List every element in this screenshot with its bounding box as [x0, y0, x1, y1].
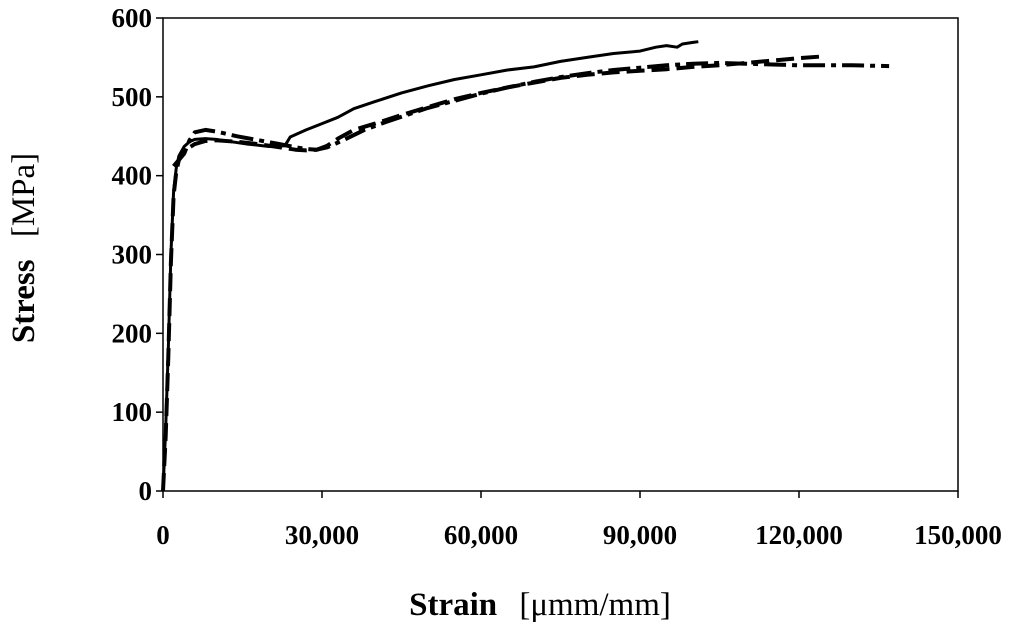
- x-tick-label: 0: [156, 520, 170, 550]
- series-line-3-dash-dot: [172, 60, 890, 168]
- y-tick-label: 300: [112, 240, 153, 270]
- x-tick-label: 120,000: [755, 520, 843, 550]
- plot-area-border: [162, 17, 959, 492]
- y-tick-label: 400: [112, 161, 153, 191]
- x-axis-title-unit: [μmm/mm]: [519, 587, 671, 623]
- plot-frame: [162, 17, 959, 492]
- y-axis-title-unit: [MPa]: [6, 153, 42, 237]
- y-tick-labels: 0 100 200 300 400 500 600: [112, 3, 163, 506]
- y-tick-label: 0: [139, 476, 153, 506]
- x-tick-label: 60,000: [444, 520, 518, 550]
- x-tick-label: 150,000: [914, 520, 1002, 550]
- x-tick-label: 30,000: [285, 520, 359, 550]
- series-line-2-dashed: [161, 54, 821, 492]
- x-tick-labels: 0 30,000 60,000 90,000 120,000 150,000: [156, 491, 1002, 550]
- series-group: [161, 40, 890, 492]
- y-tick-label: 600: [112, 3, 153, 33]
- y-tick-label: 200: [112, 318, 153, 348]
- y-tick-label: 100: [112, 397, 153, 427]
- y-tick-label: 500: [112, 82, 153, 112]
- x-axis-title-main: Strain: [409, 587, 497, 623]
- x-tick-label: 90,000: [603, 520, 677, 550]
- x-axis-title: Strain [μmm/mm]: [409, 587, 671, 623]
- y-axis-title: Stress [MPa]: [6, 153, 42, 343]
- y-axis-title-main: Stress: [6, 259, 42, 343]
